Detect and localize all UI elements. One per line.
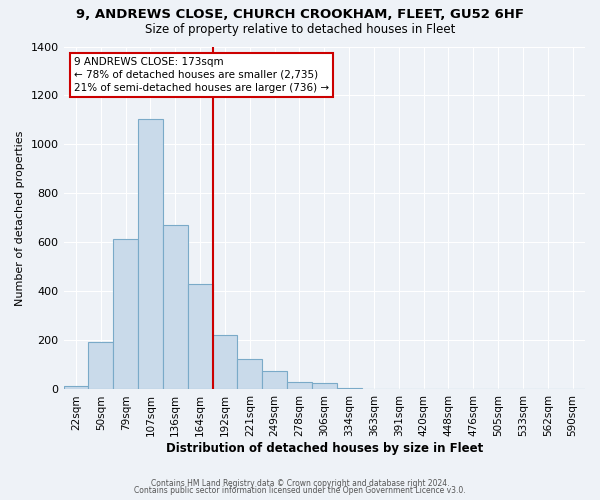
Bar [138, 119, 163, 390]
X-axis label: Distribution of detached houses by size in Fleet: Distribution of detached houses by size … [166, 442, 483, 455]
Bar [337, 388, 362, 390]
Bar [88, 342, 113, 390]
Bar [212, 335, 238, 390]
Text: Contains public sector information licensed under the Open Government Licence v3: Contains public sector information licen… [134, 486, 466, 495]
Bar [64, 386, 88, 390]
Text: Size of property relative to detached houses in Fleet: Size of property relative to detached ho… [145, 22, 455, 36]
Bar [312, 384, 337, 390]
Bar [262, 371, 287, 390]
Bar [113, 239, 138, 390]
Bar [163, 225, 188, 390]
Text: 9 ANDREWS CLOSE: 173sqm
← 78% of detached houses are smaller (2,735)
21% of semi: 9 ANDREWS CLOSE: 173sqm ← 78% of detache… [74, 57, 329, 93]
Bar [362, 388, 386, 390]
Bar [188, 284, 212, 390]
Bar [287, 382, 312, 390]
Text: 9, ANDREWS CLOSE, CHURCH CROOKHAM, FLEET, GU52 6HF: 9, ANDREWS CLOSE, CHURCH CROOKHAM, FLEET… [76, 8, 524, 20]
Bar [238, 359, 262, 390]
Text: Contains HM Land Registry data © Crown copyright and database right 2024.: Contains HM Land Registry data © Crown c… [151, 478, 449, 488]
Y-axis label: Number of detached properties: Number of detached properties [15, 130, 25, 306]
